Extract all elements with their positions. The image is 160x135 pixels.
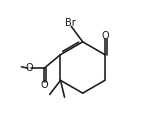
Text: O: O: [101, 31, 109, 41]
Text: O: O: [25, 63, 33, 73]
Text: O: O: [40, 80, 48, 90]
Text: Br: Br: [65, 18, 76, 28]
